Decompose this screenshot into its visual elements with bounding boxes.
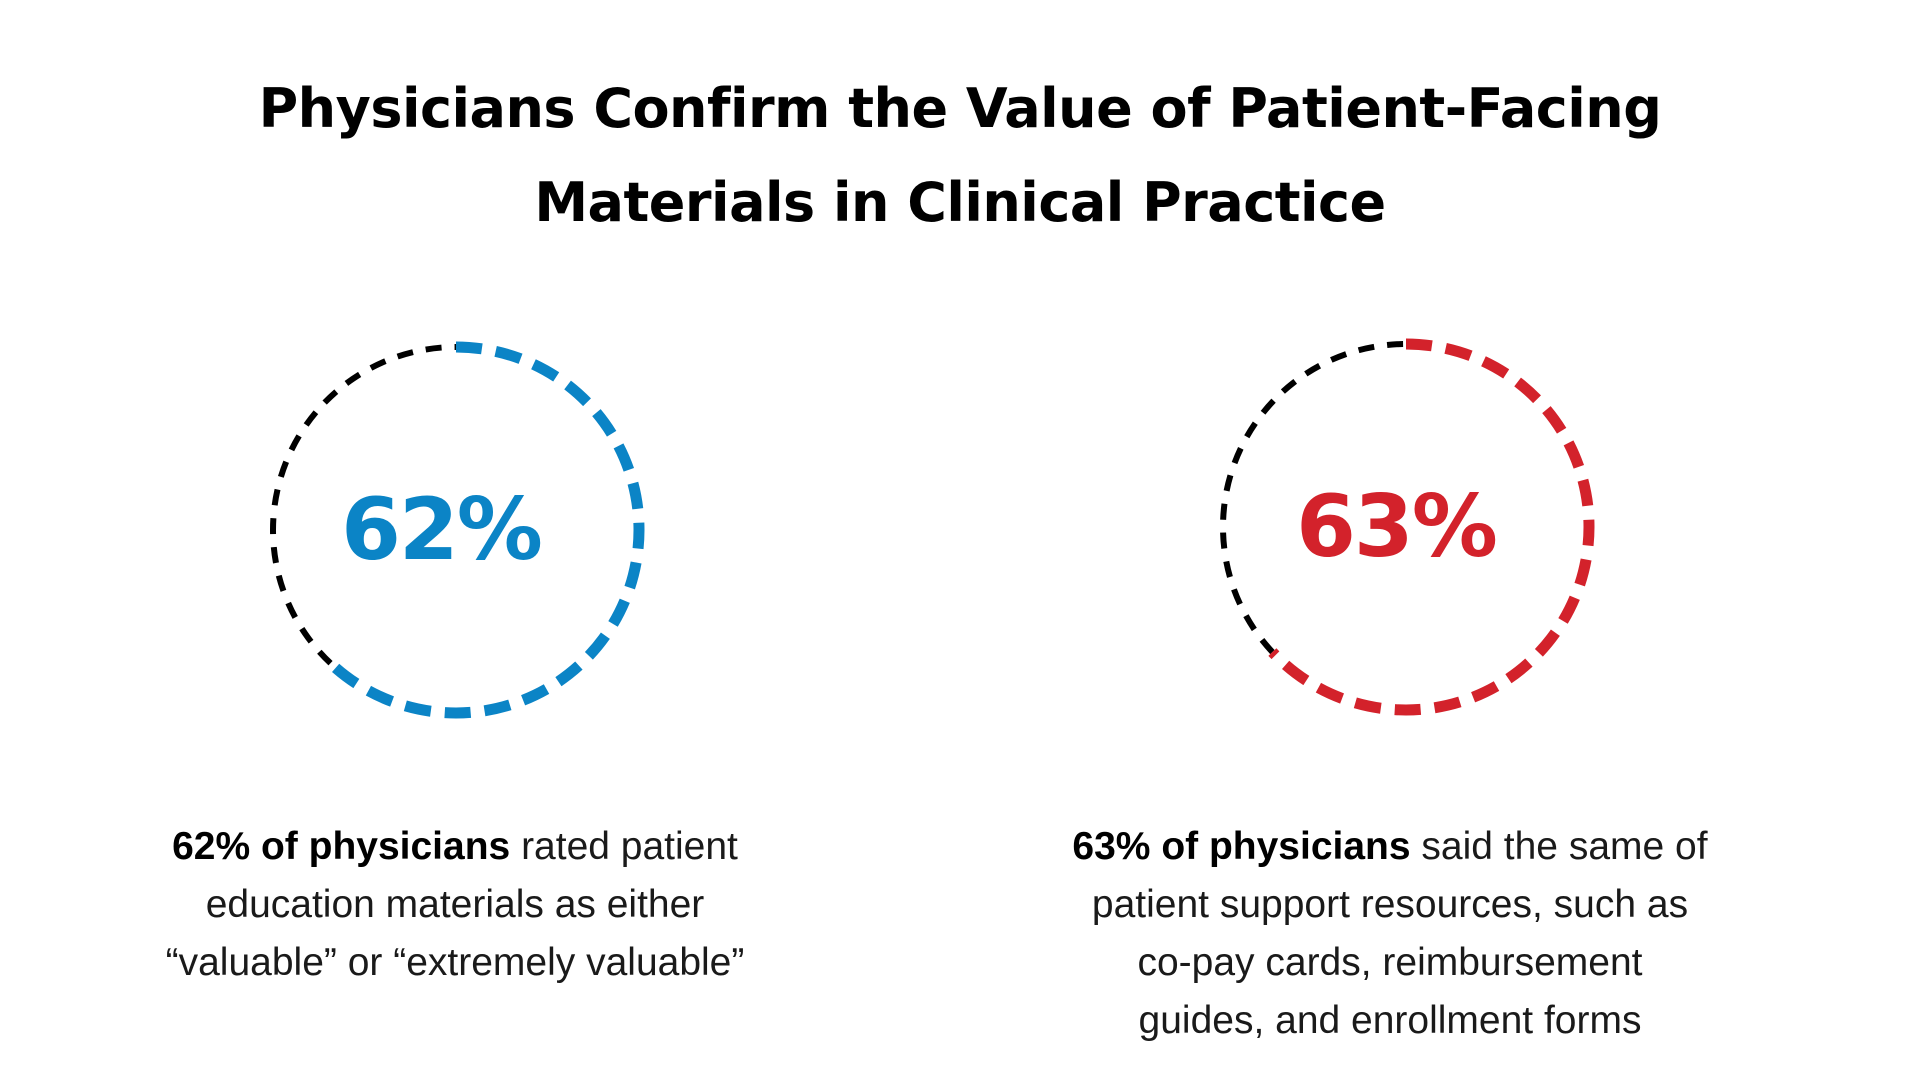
title-line-1: Physicians Confirm the Value of Patient-… [258, 77, 1662, 140]
gauge-support-resources: 63% [1206, 327, 1606, 727]
stat-caption-text: said the same of patient support resourc… [1091, 825, 1708, 1042]
stat-caption-text: rated patient education materials as eit… [165, 825, 745, 984]
stat-caption-bold: 63% of physicians [1072, 825, 1411, 868]
gauge-ring-education [267, 341, 645, 719]
gauge-value-arc [267, 341, 645, 719]
gauge-value-arc [1217, 338, 1595, 716]
gauge-value-label: 62% [341, 480, 543, 580]
stat-caption-bold: 62% of physicians [172, 825, 511, 868]
stat-caption-education: 62% of physicians rated patient educatio… [135, 818, 775, 992]
gauge-value-label: 63% [1296, 477, 1498, 577]
page-title: Physicians Confirm the Value of Patient-… [0, 62, 1920, 250]
gauge-education-materials: 62% [256, 330, 656, 730]
gauge-ring-support [1217, 338, 1595, 716]
title-line-2: Materials in Clinical Practice [534, 171, 1386, 234]
stat-caption-support: 63% of physicians said the same of patie… [1070, 818, 1710, 1050]
